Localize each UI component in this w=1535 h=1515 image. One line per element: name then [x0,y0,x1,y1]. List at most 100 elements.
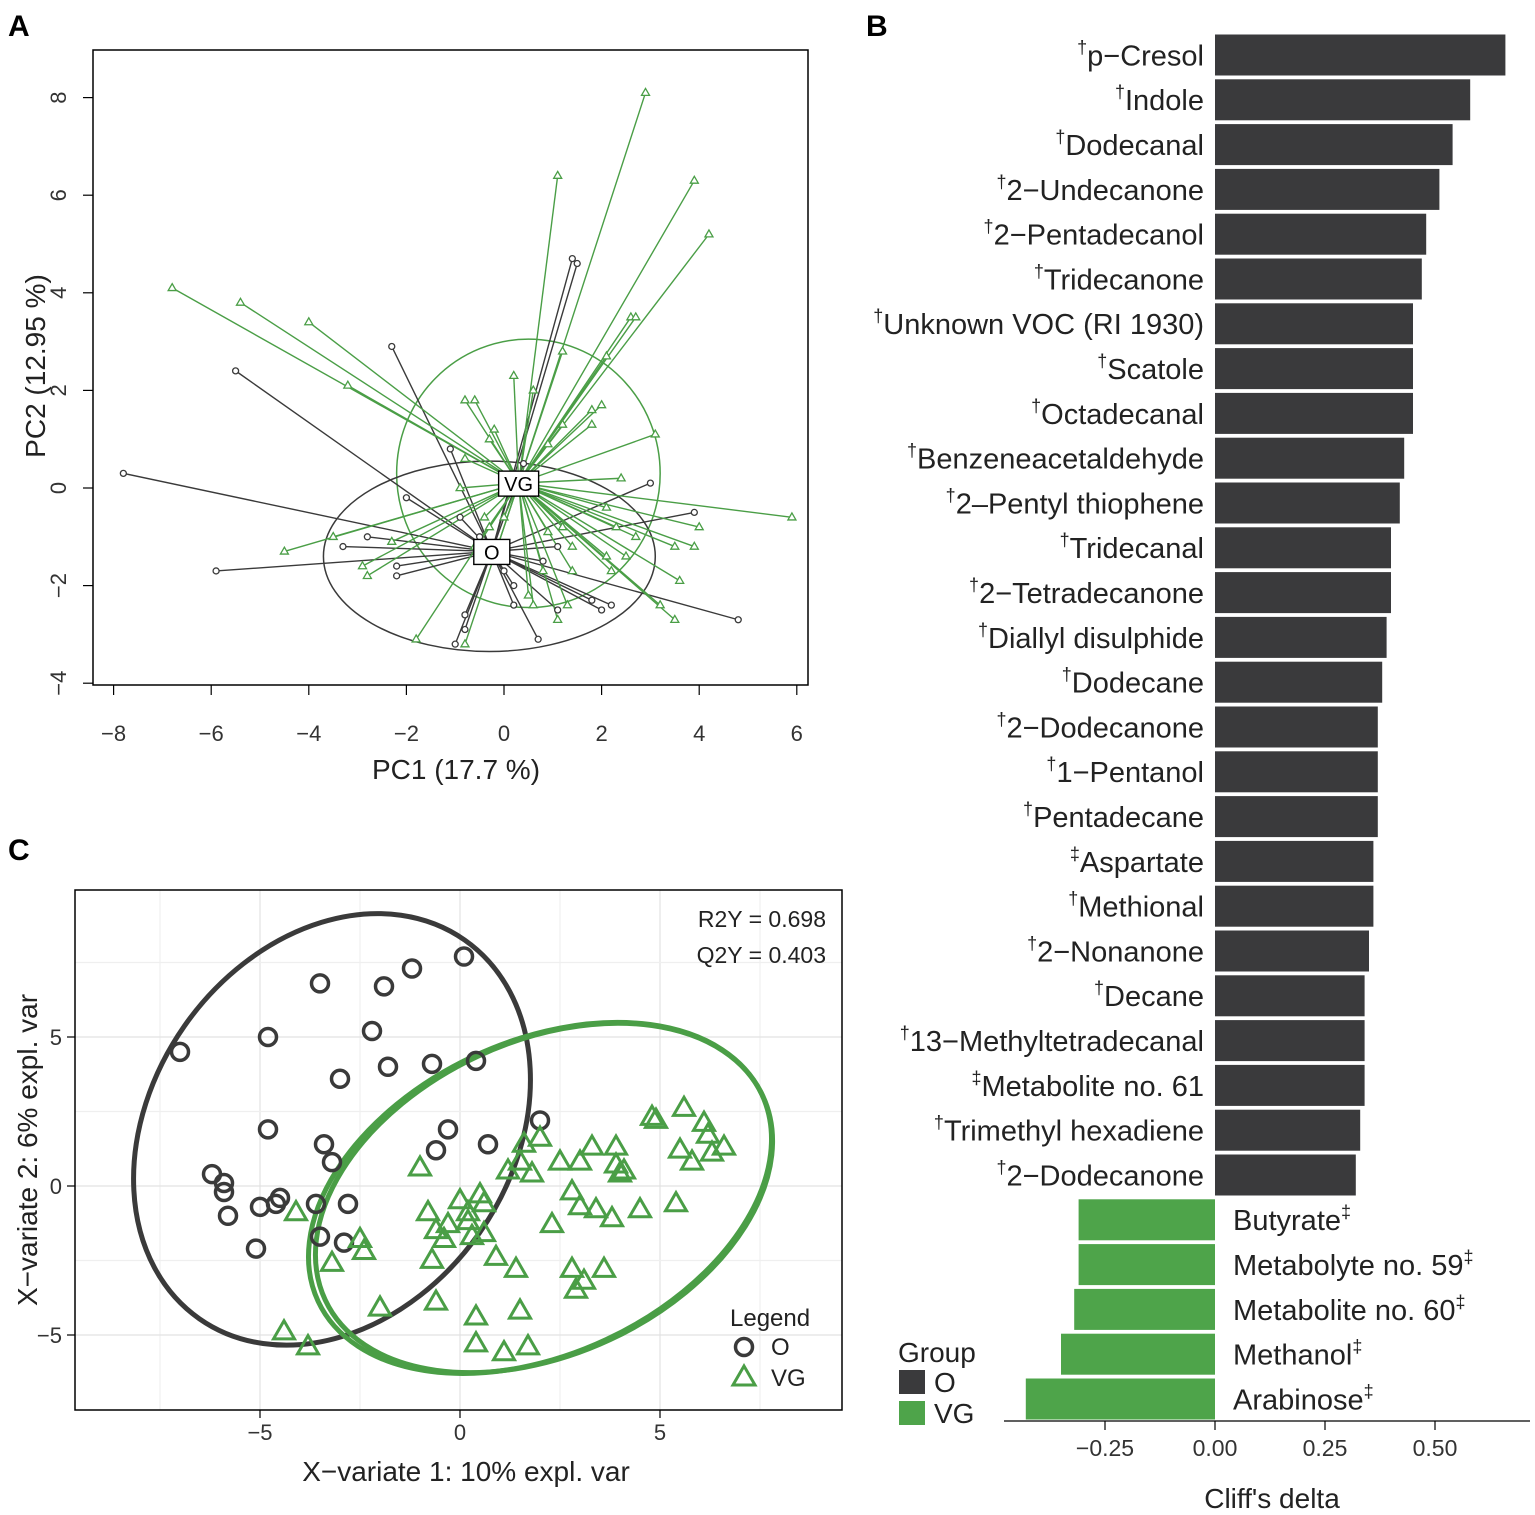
cliffs-bar-o [1215,392,1413,434]
pca-spoke-vg [517,483,530,596]
plsda-point-vg [350,1237,378,1260]
group-legend-swatch-o [899,1370,925,1394]
pca-point-o [539,557,547,565]
cliffs-bar-label: †2−Undecanone [996,172,1204,207]
cliffs-bar-vg [1078,1244,1215,1286]
cliffs-bar-label: †Pentadecane [1023,799,1204,834]
plsda-point-vg [422,1287,450,1311]
pca-point-o [554,606,562,614]
cliffs-bar-o [1215,303,1413,345]
pca-spoke-vg [474,399,520,484]
pca-point-vg [655,599,666,609]
plsda-legend-label-vg: VG [771,1365,806,1392]
cliffs-bar-label: †Scatole [1097,351,1204,386]
cliffs-bar-o [1215,930,1369,972]
pca-y-tick-label: 0 [46,482,71,494]
pca-spoke-vg [518,482,793,518]
plsda-point-vg [698,1138,726,1162]
plsda-plot-frame [74,889,843,1411]
cliffs-bar-o [1215,79,1471,121]
pca-point-vg [601,350,612,360]
pca-spoke-vg [240,301,520,484]
pca-y-tick-label: 8 [46,91,71,103]
pca-point-vg [669,540,680,550]
plsda-point-vg [518,1159,546,1183]
cliffs-bar-label: †Unknown VOC (RI 1930) [873,306,1204,341]
plsda-y-tick-label: −5 [37,1323,62,1348]
cliffs-bar-label: †Tridecanal [1060,530,1204,565]
pca-axis-ticks: −8 −6 −4 −2 0 2 4 6 −4 −2 0 2 4 6 8 [46,91,803,746]
cliffs-bar-o [1215,751,1378,793]
plsda-point-vg [406,1153,434,1177]
pca-point-vg [557,521,568,531]
plsda-point-vg [578,1132,606,1156]
pca-spoke-vg [518,482,681,582]
cliffs-bar-o [1215,975,1365,1017]
pca-point-vg [508,370,519,380]
plsda-ellipse-vg [305,1019,775,1376]
pca-spoke-vg [391,482,519,543]
cliffs-bar-label: †Octadecanal [1031,396,1204,431]
pca-point-vg [601,550,612,560]
pca-point-vg [586,404,597,414]
cliffs-bar-o [1215,661,1383,703]
pca-point-vg [235,296,246,306]
pca-point-o [690,508,698,517]
pca-point-vg [303,316,314,326]
cliffs-bar-o [1215,706,1378,748]
cliffs-bar-o [1215,840,1374,882]
cliffs-bar-o [1215,34,1506,76]
pca-point-o [456,513,464,521]
q2y-annotation: Q2Y = 0.403 [697,942,826,968]
plsda-point-vg [414,1198,442,1222]
plsda-point-vg [582,1195,610,1219]
cliffs-bar-vg [1074,1288,1215,1330]
cliffs-delta-bars: †p−Cresol †Indole †Dodecanal †2−Undecanone †… [873,34,1506,1420]
cliffs-bar-label: ‡Metabolite no. 61 [972,1068,1205,1103]
pca-x-tick-label: 2 [595,721,607,746]
pca-centroids: VG O [473,470,540,566]
pca-point-vg [786,511,798,521]
plsda-point-vg [526,1124,554,1147]
pca-point-vg [650,428,661,438]
plsda-point-vg [710,1132,738,1156]
plsda-point-o [213,1172,235,1194]
pca-x-tick-label: −2 [394,721,419,746]
pca-point-vg [620,550,632,560]
plsda-point-vg [294,1332,322,1356]
pca-y-tick-label: −4 [46,671,71,696]
pca-centroid-box-o [473,538,511,566]
pca-y-tick-label: 6 [46,189,71,201]
cliffs-bar-label: †Indole [1115,82,1204,117]
plsda-point-vg [570,1267,598,1290]
plsda-point-vg [558,1177,586,1201]
cliffs-bar-label: †2−Tetradecanone [969,575,1204,610]
pca-point-o [554,542,562,551]
plsda-point-o [377,1056,399,1078]
pca-point-o [451,640,459,648]
pca-point-vg [562,599,573,609]
cliffs-bar-o [1215,1064,1365,1106]
group-legend-swatch-vg [899,1401,925,1425]
pca-spokes [123,92,793,645]
cliffs-bar-o [1215,437,1405,479]
plsda-point-o [373,976,395,997]
cliffs-bar-label: Arabinose‡ [1233,1381,1374,1416]
cliffs-bar-o [1215,1109,1361,1151]
pca-point-o [392,562,401,570]
plsda-point-vg [566,1147,594,1171]
group-legend-label-vg: VG [934,1398,974,1429]
pca-spoke-vg [366,482,520,577]
pca-point-vg [167,282,178,292]
pca-spoke-vg [518,482,661,606]
plsda-legend-title: Legend [730,1305,810,1332]
cliffs-bar-label: †Dodecanal [1055,127,1204,162]
pca-point-vg [694,521,705,531]
plsda-point-vg [546,1147,574,1171]
pca-point-vg [528,599,539,609]
plsda-point-vg [558,1255,586,1278]
pca-point-o [519,459,528,468]
plsda-point-o [309,1226,331,1247]
cliffs-bar-label: †2−Dodecanone [996,709,1204,744]
cliffs-bar-label: †Diallyl disulphide [978,620,1204,655]
